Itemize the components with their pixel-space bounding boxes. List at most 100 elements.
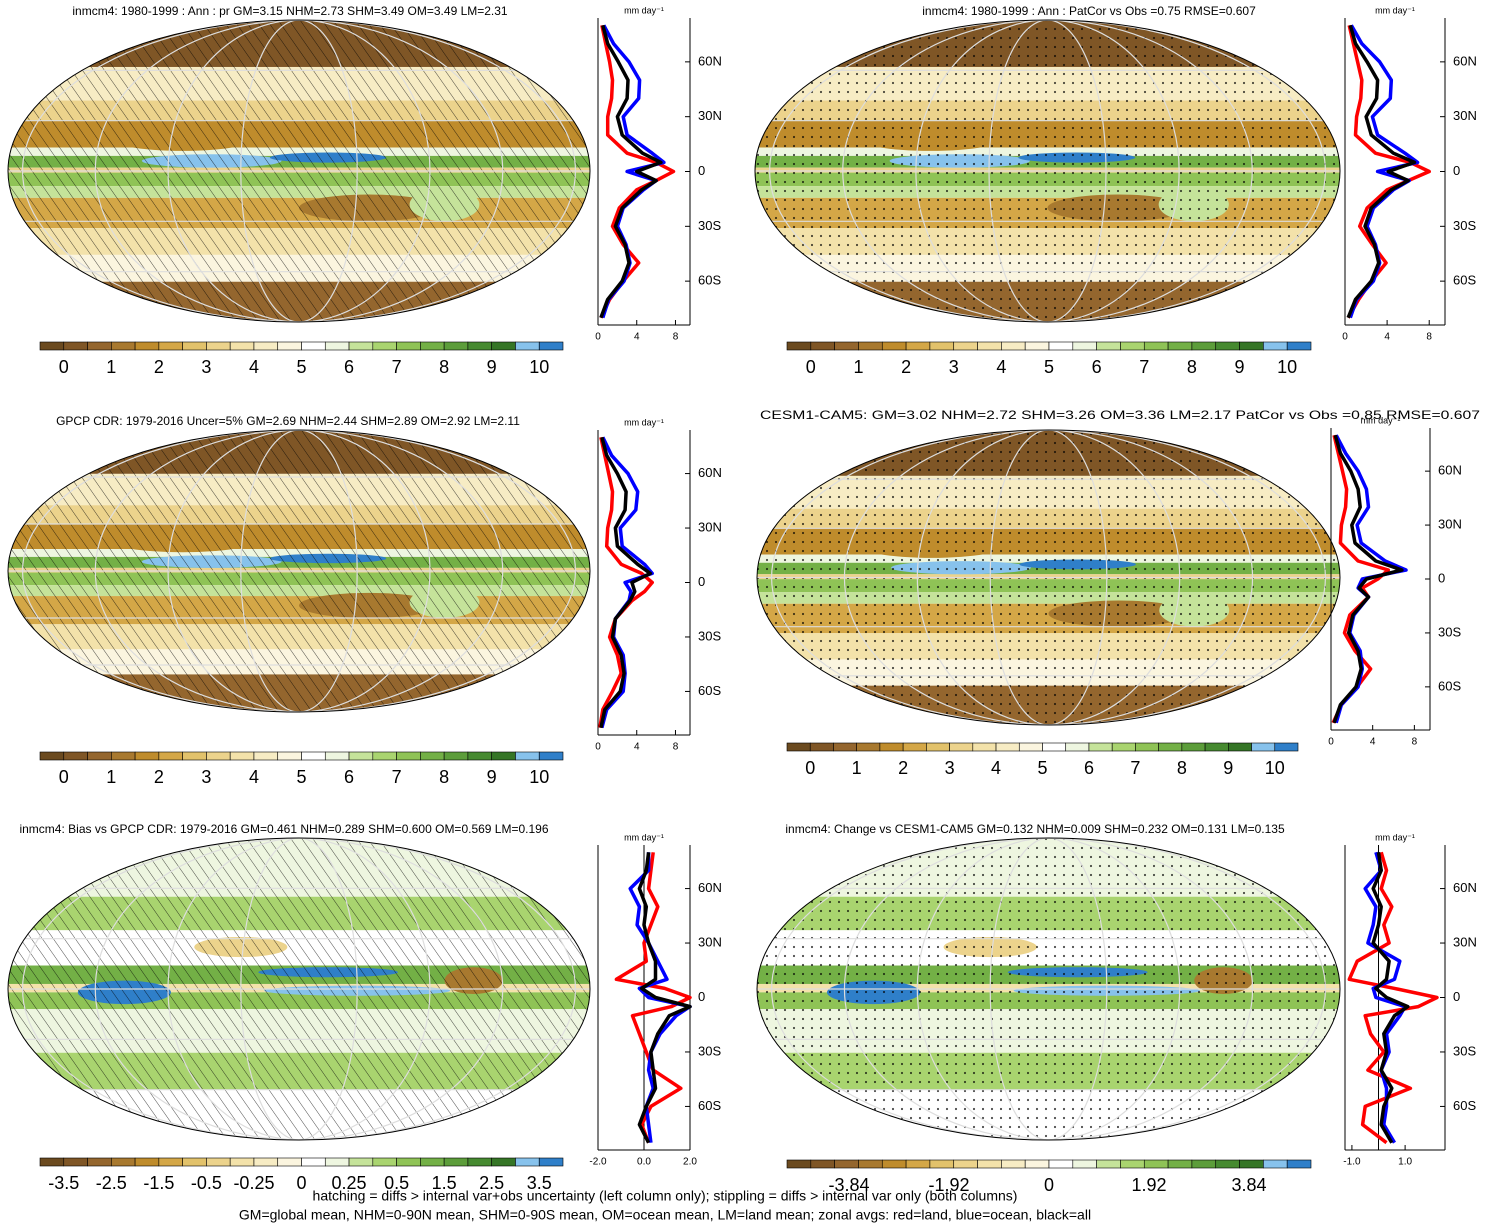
x-tick-label: -2.0 [589, 1157, 607, 1168]
map-title: inmcm4: Bias vs GPCP CDR: 1979-2016 GM=0… [19, 822, 548, 836]
colorbar-swatch [253, 751, 279, 761]
y-tick-label: 0 [1453, 163, 1460, 178]
colorbar-label: -2.5 [96, 1173, 127, 1193]
y-tick-label: 60S [1453, 273, 1476, 288]
colorbar-label: 0.5 [384, 1173, 409, 1193]
colorbar-swatch [1215, 341, 1240, 351]
map [757, 838, 1340, 1140]
colorbar-swatch [1239, 341, 1264, 351]
colorbar-swatch [277, 1157, 302, 1167]
meridian [769, 20, 1326, 322]
colorbar-label: 6 [344, 357, 354, 377]
colorbar-swatch [467, 751, 492, 761]
colorbar-swatch [39, 1157, 65, 1167]
colorbar-swatch [1001, 1159, 1026, 1169]
colorbar-swatch [1228, 742, 1252, 752]
zonal-line [637, 852, 692, 1144]
colorbar-swatch [324, 1157, 350, 1167]
colorbar-swatch [420, 1157, 445, 1167]
colorbar-label: 0 [806, 357, 816, 377]
zonal-line [1346, 24, 1431, 319]
colorbar-swatch [182, 751, 207, 761]
meridian [989, 838, 1108, 1140]
map [755, 20, 1340, 322]
colorbar-swatch [443, 751, 469, 761]
meridian [21, 20, 577, 322]
colorbar-label: -3.84 [828, 1175, 869, 1195]
colorbar-label: 4 [249, 767, 259, 787]
colorbar-swatch [786, 1159, 812, 1169]
colorbar-label: 2 [154, 767, 164, 787]
colorbar-label: 2 [901, 357, 911, 377]
y-tick-label: 30S [698, 218, 721, 233]
colorbar-label: 2 [898, 758, 908, 778]
y-tick-label: 60N [698, 53, 722, 68]
x-axis-label: mm day⁻¹ [1361, 415, 1401, 425]
colorbar-swatch [206, 1157, 231, 1167]
colorbar-swatch [206, 751, 231, 761]
y-tick-label: 60N [698, 880, 722, 895]
map-title: GPCP CDR: 1979-2016 Uncer=5% GM=2.69 NHM… [56, 414, 520, 428]
colorbar-swatch [229, 341, 255, 351]
colorbar-swatch [1111, 742, 1136, 752]
x-tick-label: 0.0 [637, 1157, 651, 1168]
colorbar-swatch [1204, 742, 1229, 752]
colorbar-swatch [1120, 341, 1145, 351]
y-tick-label: 60N [1453, 53, 1477, 68]
zonal-line [598, 436, 654, 728]
meridian [916, 430, 1181, 725]
y-tick-label: 30N [1453, 934, 1477, 949]
y-tick-label: 60S [1438, 678, 1461, 693]
map-title: inmcm4: Change vs CESM1-CAM5 GM=0.132 NH… [785, 822, 1285, 836]
colorbar-swatch [538, 1157, 564, 1167]
meridian [21, 430, 577, 712]
colorbar-swatch [929, 341, 955, 351]
zonal-line [599, 24, 663, 319]
colorbar-swatch [949, 742, 974, 752]
colorbar-label: 0 [805, 758, 815, 778]
meridian [21, 838, 577, 1140]
colorbar-label: 9 [487, 357, 497, 377]
map-title: inmcm4: 1980-1999 : Ann : PatCor vs Obs … [922, 4, 1256, 18]
x-tick-label: 2.0 [683, 1157, 697, 1168]
zonal-line [1363, 851, 1407, 1144]
colorbar-label: 10 [1265, 758, 1285, 778]
colorbar-label: 9 [487, 767, 497, 787]
map [8, 838, 590, 1140]
colorbar-swatch [1135, 742, 1159, 752]
colorbar-swatch [1042, 742, 1067, 752]
y-tick-label: 60S [698, 683, 721, 698]
zonal-line [1332, 434, 1404, 724]
meridian [989, 430, 1108, 725]
meridian [770, 430, 1327, 725]
colorbar-swatch [515, 341, 540, 351]
x-axis-label: mm day⁻¹ [1375, 832, 1415, 842]
y-tick-label: 30S [698, 628, 721, 643]
colorbar-swatch [491, 751, 516, 761]
colorbar-swatch [348, 751, 374, 761]
colorbar-swatch [348, 341, 374, 351]
y-tick-label: 30N [1438, 517, 1462, 532]
colorbar-swatch [1143, 341, 1169, 351]
colorbar-swatch [372, 751, 397, 761]
colorbar-label: 0 [1044, 1175, 1054, 1195]
colorbar-label: 3 [201, 357, 211, 377]
colorbar-swatch [977, 341, 1002, 351]
colorbar-label: 2.5 [479, 1173, 504, 1193]
colorbar-swatch [1263, 341, 1288, 351]
colorbar-swatch [182, 341, 207, 351]
zonal-line [599, 436, 653, 729]
colorbar-swatch [809, 742, 834, 752]
colorbar-swatch [158, 341, 183, 351]
x-axis-label: mm day⁻¹ [624, 417, 664, 427]
colorbar-swatch [810, 1159, 835, 1169]
map-border [7, 429, 591, 713]
colorbar-swatch [253, 1157, 279, 1167]
colorbar-label: 1 [106, 357, 116, 377]
colorbar-label: 0.25 [332, 1173, 367, 1193]
colorbar-swatch [858, 341, 883, 351]
colorbar-label: 5 [1044, 357, 1054, 377]
map-border [7, 837, 591, 1141]
colorbar-swatch [324, 341, 350, 351]
colorbar-swatch [881, 1159, 907, 1169]
